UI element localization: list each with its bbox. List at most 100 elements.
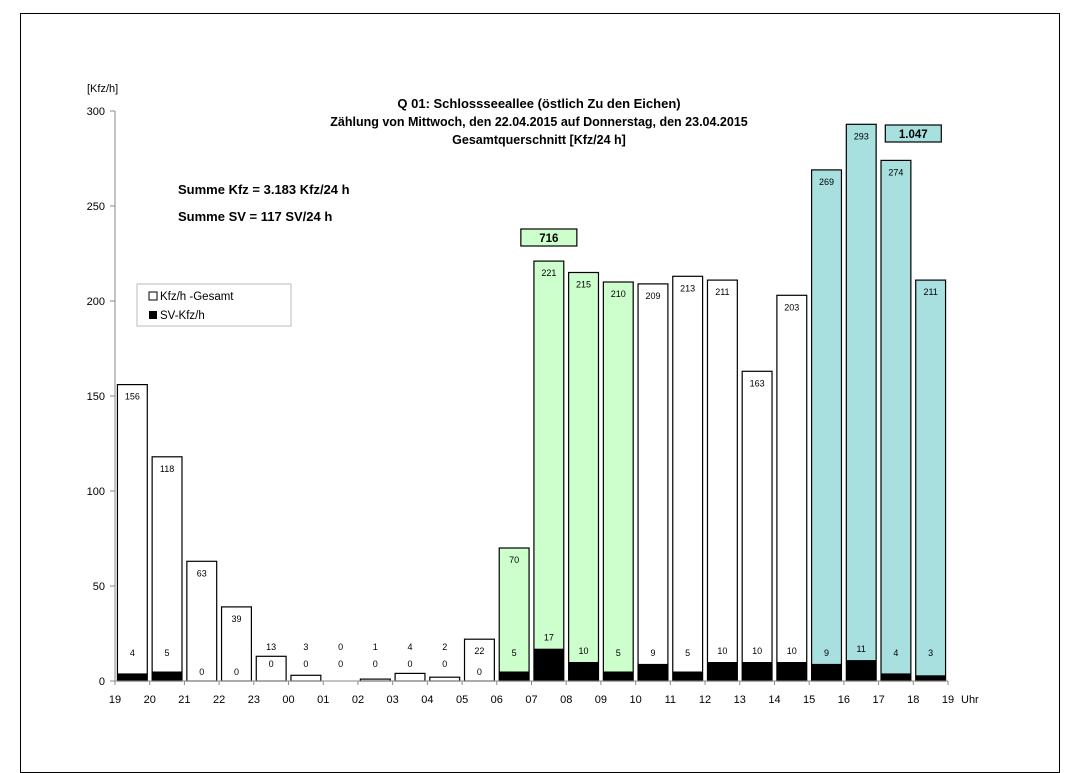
sv-bar	[742, 662, 773, 681]
total-value-label: 269	[819, 177, 834, 187]
y-tick-label: 150	[87, 391, 105, 403]
total-value-label: 0	[338, 642, 343, 652]
x-tick-label: 03	[387, 694, 399, 706]
total-bar	[429, 676, 461, 682]
x-tick-label: 21	[178, 694, 190, 706]
total-value-label: 215	[576, 280, 591, 290]
sv-value-label: 5	[512, 648, 517, 658]
sv-value-label: 5	[616, 648, 621, 658]
x-tick-label: 14	[768, 694, 780, 706]
sv-value-label: 10	[752, 646, 762, 656]
sv-bar	[672, 671, 703, 681]
x-tick-label: 10	[630, 694, 642, 706]
x-tick-label: 07	[525, 694, 537, 706]
legend-swatch-sv	[149, 311, 157, 319]
legend-box	[136, 283, 292, 327]
total-bar	[186, 560, 218, 682]
sv-bar	[499, 671, 530, 681]
sv-value-label: 0	[303, 659, 308, 669]
total-value-label: 118	[160, 464, 174, 474]
total-value-label: 211	[715, 287, 729, 297]
total-bar	[498, 547, 530, 682]
x-tick-label: 16	[838, 694, 850, 706]
sv-value-label: 0	[338, 659, 343, 669]
y-tick-label: 100	[87, 486, 105, 498]
total-value-label: 163	[750, 378, 765, 388]
y-tick-label: 0	[99, 676, 105, 688]
sv-bar	[811, 663, 842, 681]
sum-kfz-annotation: Summe Kfz = 3.183 Kfz/24 h	[178, 182, 350, 197]
sv-bar	[638, 663, 668, 681]
total-value-label: 63	[197, 568, 207, 578]
total-bar	[915, 279, 947, 682]
sv-bar	[915, 675, 946, 681]
x-tick-label: 04	[421, 694, 433, 706]
sv-value-label: 9	[650, 648, 655, 658]
sv-bar	[776, 662, 807, 681]
x-tick-label: 02	[352, 694, 364, 706]
chart-title: Q 01: Schlossseeallee (östlich Zu den Ei…	[397, 96, 680, 111]
total-value-label: 293	[854, 131, 869, 141]
total-bar	[706, 279, 738, 682]
sv-value-label: 10	[717, 646, 727, 656]
x-tick-label: 06	[491, 694, 503, 706]
sv-value-label: 4	[130, 648, 135, 658]
sv-value-label: 4	[893, 648, 898, 658]
peak-sum-box	[520, 228, 578, 247]
plot-area: 0501001502002503001564118563039013030001…	[87, 106, 979, 706]
total-value-label: 1	[373, 642, 378, 652]
total-value-label: 211	[923, 287, 937, 297]
sv-bar	[707, 662, 738, 681]
total-bar	[394, 672, 426, 682]
x-axis-unit: Uhr	[961, 694, 979, 706]
x-tick-label: 19	[109, 694, 121, 706]
total-value-label: 4	[408, 642, 413, 652]
total-bar	[776, 294, 808, 682]
sv-bar	[846, 660, 877, 681]
sv-value-label: 5	[165, 648, 170, 658]
chart-subtitle: Zählung von Mittwoch, den 22.04.2015 auf…	[330, 115, 748, 129]
total-value-label: 209	[645, 291, 660, 301]
peak-sum-box	[884, 124, 942, 143]
sv-value-label: 0	[269, 659, 274, 669]
x-tick-label: 17	[872, 694, 884, 706]
y-tick-label: 50	[93, 581, 105, 593]
total-value-label: 70	[509, 555, 519, 565]
total-bar	[255, 655, 287, 682]
total-bar	[810, 169, 843, 682]
x-tick-label: 19	[942, 694, 954, 706]
sv-value-label: 10	[579, 646, 589, 656]
chart-subtitle-2: Gesamtquerschnitt [Kfz/24 h]	[452, 133, 626, 147]
sv-bar	[603, 671, 634, 681]
total-value-label: 221	[541, 268, 556, 278]
sv-value-label: 5	[685, 648, 690, 658]
peak-sum-label: 716	[539, 233, 558, 245]
sv-bar	[533, 648, 564, 681]
sv-value-label: 10	[787, 646, 797, 656]
sv-value-label: 11	[857, 644, 866, 654]
total-bar	[116, 384, 148, 682]
legend-swatch-total	[148, 291, 158, 301]
sv-value-label: 9	[824, 648, 829, 658]
total-value-label: 203	[784, 302, 799, 312]
x-tick-label: 08	[560, 694, 572, 706]
sum-sv-annotation: Summe SV = 117 SV/24 h	[178, 209, 332, 224]
x-tick-label: 12	[699, 694, 711, 706]
x-tick-label: 00	[282, 694, 294, 706]
x-tick-label: 20	[144, 694, 156, 706]
sv-bar	[881, 673, 911, 681]
sv-value-label: 17	[544, 633, 554, 643]
legend-label-sv: SV-Kfz/h	[160, 310, 205, 322]
x-tick-label: 11	[665, 694, 676, 706]
y-tick-label: 200	[87, 296, 105, 308]
total-value-label: 274	[888, 167, 903, 177]
total-bar	[463, 638, 495, 682]
x-tick-label: 23	[248, 694, 260, 706]
sv-bar	[152, 671, 182, 681]
sv-bar	[568, 662, 599, 681]
y-axis-label: [Kfz/h]	[87, 83, 118, 95]
sv-value-label: 0	[199, 667, 204, 677]
x-tick-label: 01	[317, 694, 329, 706]
sv-value-label: 3	[928, 648, 933, 658]
